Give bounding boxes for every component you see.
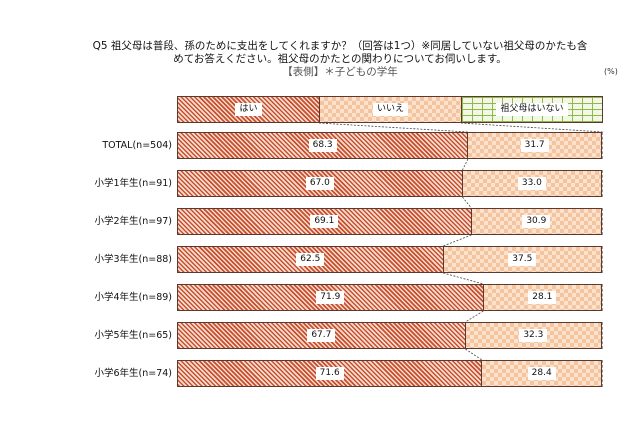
segment-no: 31.7 bbox=[467, 132, 602, 159]
stacked-bar: 71.9 28.1 bbox=[177, 284, 603, 311]
stacked-bar: 62.5 37.5 bbox=[177, 246, 603, 273]
title-subtitle: 【表側】＊子どもの学年 bbox=[282, 66, 398, 78]
value-label-no: 28.4 bbox=[527, 367, 556, 380]
value-label-no: 28.1 bbox=[528, 291, 557, 304]
segment-yes: 67.0 bbox=[177, 170, 462, 197]
value-label-no: 37.5 bbox=[508, 253, 537, 266]
row-label: 小学5年生(n=65) bbox=[94, 330, 172, 341]
stacked-bar: 69.1 30.9 bbox=[177, 208, 603, 235]
legend-bar: はい いいえ 祖父母はいない bbox=[177, 96, 603, 123]
segment-yes: 67.7 bbox=[177, 322, 465, 349]
segment-no: 30.9 bbox=[470, 208, 602, 235]
legend-item-yes: はい bbox=[177, 96, 319, 123]
segment-no: 33.0 bbox=[461, 170, 602, 197]
title-line-1: Q5 祖父母は普段、孫のために支出をしてくれますか？（回答は1つ）※同居していな… bbox=[92, 40, 588, 52]
row-label: 小学3年生(n=88) bbox=[94, 254, 172, 265]
segment-yes: 62.5 bbox=[177, 246, 443, 273]
value-label-yes: 68.3 bbox=[308, 139, 337, 152]
row-label: TOTAL(n=504) bbox=[102, 140, 172, 151]
value-label-yes: 67.7 bbox=[307, 329, 336, 342]
value-label-no: 31.7 bbox=[520, 139, 549, 152]
legend-label-none: 祖父母はいない bbox=[496, 103, 568, 116]
row-label: 小学6年生(n=74) bbox=[94, 368, 172, 379]
segment-no: 32.3 bbox=[464, 322, 602, 349]
value-label-yes: 69.1 bbox=[310, 215, 339, 228]
legend-item-none: 祖父母はいない bbox=[461, 96, 603, 123]
legend-item-no: いいえ bbox=[319, 96, 461, 123]
stacked-bar: 68.3 31.7 bbox=[177, 132, 603, 159]
stacked-bar: 71.6 28.4 bbox=[177, 360, 603, 387]
row-label: 小学2年生(n=97) bbox=[94, 216, 172, 227]
title-line-2: めてお答えください。祖父母のかたとの関わりについてお伺いします。 bbox=[173, 53, 507, 65]
value-label-yes: 71.9 bbox=[316, 291, 345, 304]
segment-no: 37.5 bbox=[442, 246, 602, 273]
value-label-no: 30.9 bbox=[522, 215, 551, 228]
value-label-no: 32.3 bbox=[519, 329, 548, 342]
value-label-yes: 67.0 bbox=[305, 177, 334, 190]
chart-title: Q5 祖父母は普段、孫のために支出をしてくれますか？（回答は1つ）※同居していな… bbox=[60, 40, 620, 79]
value-label-yes: 71.6 bbox=[315, 367, 344, 380]
segment-yes: 68.3 bbox=[177, 132, 468, 159]
segment-yes: 71.6 bbox=[177, 360, 482, 387]
segment-yes: 71.9 bbox=[177, 284, 483, 311]
segment-no: 28.1 bbox=[482, 284, 602, 311]
row-label: 小学1年生(n=91) bbox=[94, 178, 172, 189]
legend-label-yes: はい bbox=[235, 103, 262, 116]
row-label: 小学4年生(n=89) bbox=[94, 292, 172, 303]
segment-no: 28.4 bbox=[481, 360, 602, 387]
segment-yes: 69.1 bbox=[177, 208, 471, 235]
legend-label-no: いいえ bbox=[372, 103, 408, 116]
value-label-yes: 62.5 bbox=[296, 253, 325, 266]
value-label-no: 33.0 bbox=[517, 177, 546, 190]
stacked-bar: 67.7 32.3 bbox=[177, 322, 603, 349]
stacked-bar: 67.0 33.0 bbox=[177, 170, 603, 197]
unit-label: (%) bbox=[604, 67, 618, 76]
